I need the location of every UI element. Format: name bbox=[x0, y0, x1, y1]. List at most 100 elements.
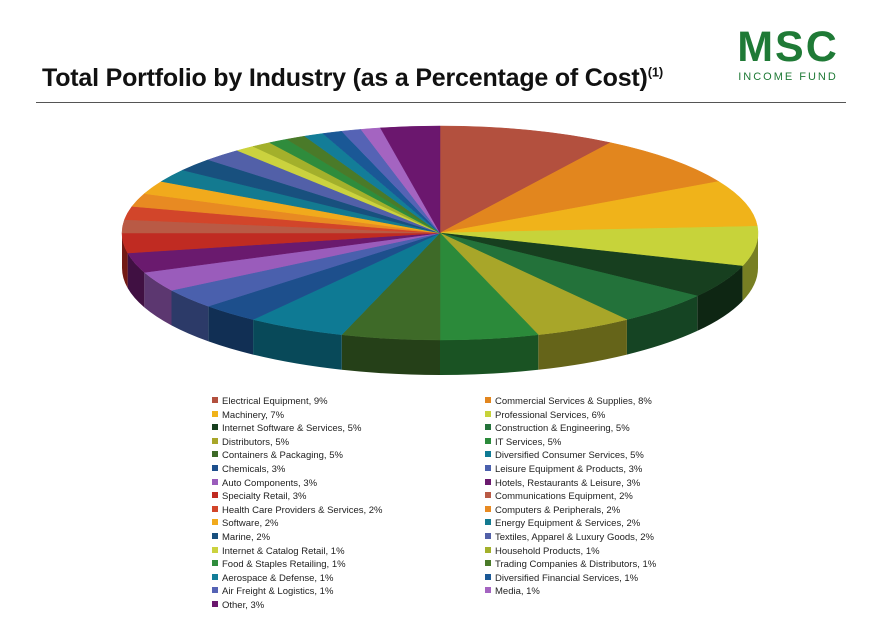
pie-slice-side-10 bbox=[208, 306, 254, 355]
page-title: Total Portfolio by Industry (as a Percen… bbox=[42, 64, 663, 93]
legend-swatch bbox=[212, 465, 218, 471]
legend-swatch bbox=[485, 587, 491, 594]
legend-swatch bbox=[485, 397, 491, 403]
legend-label: Leisure Equipment & Products, 3% bbox=[495, 464, 643, 475]
legend-swatch bbox=[485, 560, 491, 567]
legend-entry: Chemicals, 3% bbox=[212, 463, 285, 476]
legend-swatch bbox=[212, 560, 218, 567]
legend-entry: Professional Services, 6% bbox=[485, 409, 605, 422]
legend-swatch bbox=[212, 587, 218, 594]
pie-slice-1 bbox=[439, 142, 720, 234]
legend-label: Machinery, 7% bbox=[222, 409, 285, 421]
pie-slice-0 bbox=[439, 125, 612, 234]
legend-entry: Computers & Peripherals, 2% bbox=[485, 504, 620, 517]
legend-label: Trading Companies & Distributors, 1% bbox=[495, 559, 657, 571]
legend-swatch bbox=[485, 424, 491, 431]
legend-swatch bbox=[212, 478, 218, 485]
legend-swatch bbox=[485, 533, 491, 539]
legend-label: Media, 1% bbox=[495, 586, 540, 598]
legend-entry: Media, 1% bbox=[485, 585, 540, 598]
pie-slice-side-12 bbox=[144, 272, 172, 326]
pie-chart bbox=[121, 125, 759, 375]
legend-label: IT Services, 5% bbox=[495, 436, 562, 448]
legend-swatch bbox=[212, 601, 218, 607]
legend-swatch bbox=[212, 451, 218, 458]
legend-entry: Aerospace & Defense, 1% bbox=[212, 572, 333, 585]
legend-entry: Other, 3% bbox=[212, 599, 264, 612]
legend-label: Internet & Catalog Retail, 1% bbox=[222, 545, 345, 557]
legend-swatch bbox=[212, 533, 218, 539]
legend-entry: Hotels, Restaurants & Leisure, 3% bbox=[485, 477, 640, 490]
legend-swatch bbox=[212, 573, 218, 580]
legend-entry: Air Freight & Logistics, 1% bbox=[212, 585, 333, 598]
pie-slice-side-13 bbox=[127, 253, 145, 308]
legend-label: Specialty Retail, 3% bbox=[222, 491, 307, 503]
legend-label: Professional Services, 6% bbox=[495, 409, 606, 421]
legend-entry: Health Care Providers & Services, 2% bbox=[212, 504, 383, 517]
legend-entry: Software, 2% bbox=[212, 517, 279, 530]
legend-swatch bbox=[212, 424, 218, 431]
pie-slice-side-5 bbox=[626, 295, 698, 355]
legend-label: Diversified Consumer Services, 5% bbox=[495, 450, 644, 462]
legend-label: Containers & Packaging, 5% bbox=[222, 450, 343, 462]
pie-slice-30 bbox=[379, 125, 441, 234]
pie-slice-side-4 bbox=[697, 266, 743, 331]
legend-swatch bbox=[212, 410, 218, 417]
legend-entry: Textiles, Apparel & Luxury Goods, 2% bbox=[485, 531, 654, 544]
legend-label: Commercial Services & Supplies, 8% bbox=[495, 396, 652, 407]
legend-label: Other, 3% bbox=[222, 600, 265, 611]
legend-label: Chemicals, 3% bbox=[222, 464, 286, 475]
legend-swatch bbox=[212, 546, 218, 553]
legend-swatch bbox=[485, 519, 491, 526]
pie-slice-2 bbox=[439, 181, 758, 234]
legend-label: Internet Software & Services, 5% bbox=[222, 423, 362, 435]
legend-swatch bbox=[485, 573, 491, 580]
legend-label: Distributors, 5% bbox=[222, 436, 290, 448]
legend-swatch bbox=[485, 505, 491, 512]
legend-entry: Internet & Catalog Retail, 1% bbox=[212, 545, 345, 558]
legend-label: Household Products, 1% bbox=[495, 545, 600, 557]
legend-entry: Electrical Equipment, 9% bbox=[212, 395, 328, 408]
legend-swatch bbox=[485, 478, 491, 485]
legend-swatch bbox=[212, 519, 218, 526]
title-text: Total Portfolio by Industry (as a Percen… bbox=[42, 64, 648, 92]
pie-slice-side-7 bbox=[440, 334, 539, 375]
legend-entry: Diversified Financial Services, 1% bbox=[485, 572, 638, 585]
legend-label: Marine, 2% bbox=[222, 532, 271, 543]
legend-swatch bbox=[212, 397, 218, 403]
legend-entry: Household Products, 1% bbox=[485, 545, 600, 558]
legend-label: Electrical Equipment, 9% bbox=[222, 396, 328, 407]
legend-label: Food & Staples Retailing, 1% bbox=[222, 559, 346, 571]
legend-label: Air Freight & Logistics, 1% bbox=[222, 586, 334, 598]
legend-entry: Distributors, 5% bbox=[212, 436, 289, 449]
legend-entry: Food & Staples Retailing, 1% bbox=[212, 558, 346, 571]
legend-label: Aerospace & Defense, 1% bbox=[222, 572, 334, 584]
legend-label: Health Care Providers & Services, 2% bbox=[222, 504, 383, 516]
legend-entry: Construction & Engineering, 5% bbox=[485, 422, 630, 435]
legend-entry: Trading Companies & Distributors, 1% bbox=[485, 558, 656, 571]
company-logo: MSC INCOME FUND bbox=[726, 23, 850, 84]
legend-entry: IT Services, 5% bbox=[485, 436, 561, 449]
legend-entry: Leisure Equipment & Products, 3% bbox=[485, 463, 642, 476]
legend-label: Energy Equipment & Services, 2% bbox=[495, 518, 641, 530]
legend-entry: Containers & Packaging, 5% bbox=[212, 449, 343, 462]
legend-swatch bbox=[485, 451, 491, 458]
legend-entry: Diversified Consumer Services, 5% bbox=[485, 449, 644, 462]
legend-label: Software, 2% bbox=[222, 518, 279, 530]
legend-entry: Machinery, 7% bbox=[212, 409, 284, 422]
legend-label: Hotels, Restaurants & Leisure, 3% bbox=[495, 477, 641, 489]
legend-label: Textiles, Apparel & Luxury Goods, 2% bbox=[495, 532, 654, 543]
legend-entry: Internet Software & Services, 5% bbox=[212, 422, 361, 435]
pie-slice-side-14 bbox=[122, 233, 128, 289]
legend-entry: Auto Components, 3% bbox=[212, 477, 317, 490]
legend-entry: Specialty Retail, 3% bbox=[212, 490, 306, 503]
pie-tops bbox=[121, 125, 759, 341]
legend-swatch bbox=[485, 437, 491, 444]
legend-swatch bbox=[212, 437, 218, 444]
legend-label: Computers & Peripherals, 2% bbox=[495, 504, 621, 516]
legend-label: Auto Components, 3% bbox=[222, 477, 318, 489]
legend-label: Diversified Financial Services, 1% bbox=[495, 572, 639, 584]
legend-swatch bbox=[485, 410, 491, 417]
legend-entry: Marine, 2% bbox=[212, 531, 270, 544]
logo-wordmark: MSC bbox=[737, 23, 839, 71]
